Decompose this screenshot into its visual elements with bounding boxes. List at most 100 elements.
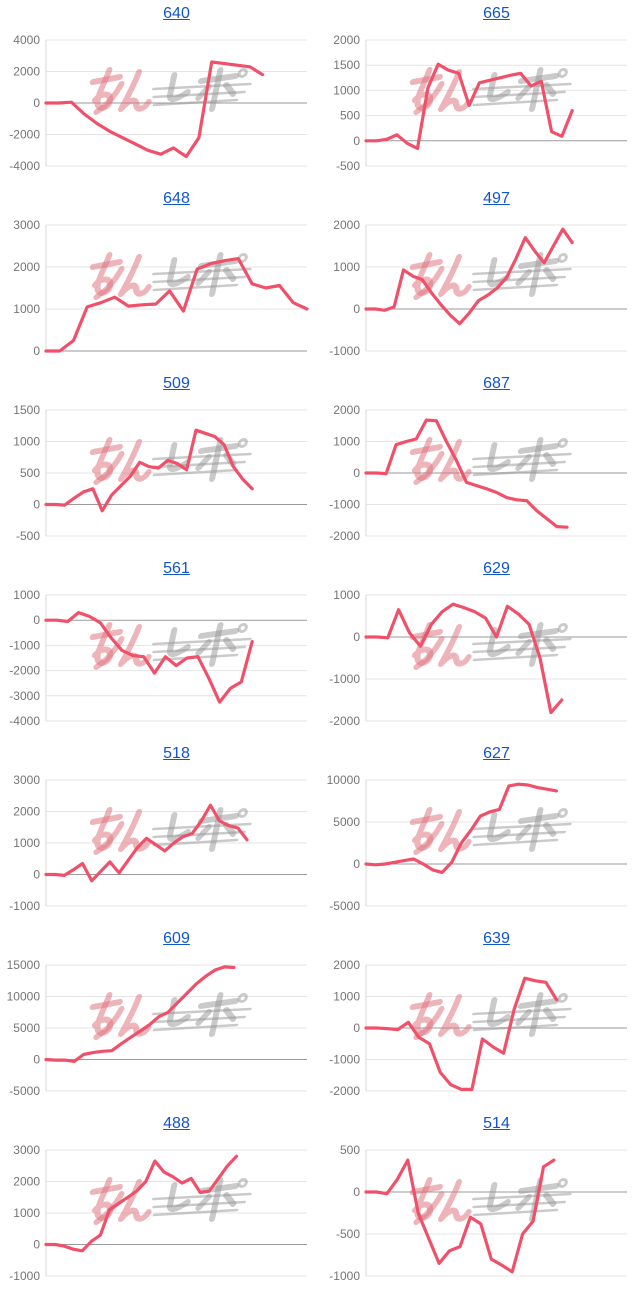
chart-title-row: 518 bbox=[0, 740, 320, 767]
y-tick-label: 0 bbox=[353, 1185, 360, 1199]
chart-title-link[interactable]: 561 bbox=[163, 559, 190, 577]
watermark-minrepo-logo bbox=[409, 807, 572, 855]
y-tick-label: 2000 bbox=[333, 218, 360, 232]
chart-cell: 561 1000 0 -1000 -2000 -3000 -4000 bbox=[0, 555, 320, 740]
chart-cell: 514 500 0 -500 -1000 bbox=[320, 1110, 640, 1295]
y-tick-label: 1000 bbox=[13, 435, 40, 449]
watermark-handakuten bbox=[557, 1178, 568, 1188]
data-line bbox=[44, 428, 254, 513]
y-tick-label: 1000 bbox=[13, 588, 40, 602]
watermark-handakuten bbox=[237, 993, 248, 1003]
y-tick-label: 3000 bbox=[13, 773, 40, 787]
data-line bbox=[44, 965, 236, 1064]
y-tick-label: 0 bbox=[353, 630, 360, 644]
chart-cell: 509 1500 1000 500 0 -500 bbox=[0, 370, 320, 555]
data-line bbox=[364, 976, 559, 1091]
y-tick-label: 1000 bbox=[333, 83, 360, 97]
y-tick-label: 500 bbox=[340, 109, 360, 123]
chart-title-link[interactable]: 514 bbox=[483, 1114, 510, 1132]
chart-title-link[interactable]: 687 bbox=[483, 374, 510, 392]
chart-title-link[interactable]: 518 bbox=[163, 744, 190, 762]
chart-title-link[interactable]: 627 bbox=[483, 744, 510, 762]
data-line bbox=[364, 62, 574, 151]
y-tick-label: 0 bbox=[353, 134, 360, 148]
chart-title-row: 514 bbox=[320, 1110, 640, 1137]
y-tick-label: -5000 bbox=[329, 899, 360, 913]
chart-title-row: 687 bbox=[320, 370, 640, 397]
watermark-minrepo-logo bbox=[409, 622, 572, 670]
chart-cell: 639 2000 1000 0 -1000 -2000 bbox=[320, 925, 640, 1110]
y-tick-label: 1000 bbox=[13, 1206, 40, 1220]
watermark-pink-glyphs bbox=[409, 622, 472, 670]
y-tick-label: -1000 bbox=[329, 344, 360, 358]
y-tick-label: 1000 bbox=[333, 260, 360, 274]
chart-title-row: 648 bbox=[0, 185, 320, 212]
y-tick-label: 0 bbox=[353, 1021, 360, 1035]
watermark-handakuten bbox=[557, 623, 568, 633]
data-line bbox=[44, 60, 265, 159]
chart-title-link[interactable]: 609 bbox=[163, 929, 190, 947]
line-chart: 2000 1000 0 -1000 -2000 bbox=[329, 958, 627, 1098]
chart-title-link[interactable]: 648 bbox=[163, 189, 190, 207]
y-tick-label: 1000 bbox=[333, 588, 360, 602]
watermark-handakuten bbox=[557, 253, 568, 263]
chart-cell: 640 4000 2000 0 -2000 -4000 bbox=[0, 0, 320, 185]
chart-cell: 629 1000 0 -1000 -2000 bbox=[320, 555, 640, 740]
data-line bbox=[364, 418, 569, 529]
line-chart: 2000 1000 0 -1000 bbox=[329, 218, 627, 358]
chart-cell: 497 2000 1000 0 -1000 bbox=[320, 185, 640, 370]
chart-title-row: 665 bbox=[320, 0, 640, 27]
y-tick-label: 3000 bbox=[13, 218, 40, 232]
y-tick-label: 1000 bbox=[333, 435, 360, 449]
watermark-handakuten bbox=[237, 1178, 248, 1188]
data-line bbox=[364, 782, 559, 875]
y-tick-label: 10000 bbox=[7, 990, 41, 1004]
chart-cell: 648 3000 2000 1000 0 bbox=[0, 185, 320, 370]
data-line bbox=[44, 1154, 239, 1253]
data-line bbox=[44, 803, 249, 883]
y-tick-label: 0 bbox=[33, 498, 40, 512]
y-tick-label: 2000 bbox=[333, 958, 360, 972]
y-tick-label: -500 bbox=[336, 159, 360, 173]
y-tick-label: 0 bbox=[33, 868, 40, 882]
chart-title-link[interactable]: 665 bbox=[483, 4, 510, 22]
chart-cell: 665 2000 1500 1000 500 0 -500 bbox=[320, 0, 640, 185]
watermark-pink-glyphs bbox=[89, 807, 152, 855]
y-tick-label: 10000 bbox=[327, 773, 361, 787]
y-tick-label: 5000 bbox=[333, 815, 360, 829]
y-tick-label: 0 bbox=[33, 1053, 40, 1067]
watermark-minrepo-logo bbox=[89, 67, 252, 115]
watermark-pink-glyphs bbox=[89, 437, 152, 485]
chart-title-link[interactable]: 629 bbox=[483, 559, 510, 577]
y-tick-label: -2000 bbox=[329, 529, 360, 543]
watermark-gray-glyphs bbox=[166, 67, 240, 112]
y-tick-label: -1000 bbox=[329, 672, 360, 686]
line-chart: 15000 10000 5000 0 -5000 bbox=[7, 958, 307, 1098]
chart-cell: 687 2000 1000 0 -1000 -2000 bbox=[320, 370, 640, 555]
y-tick-label: 1500 bbox=[333, 58, 360, 72]
chart-title-link[interactable]: 488 bbox=[163, 1114, 190, 1132]
watermark-handakuten bbox=[237, 808, 248, 818]
y-tick-label: 4000 bbox=[13, 33, 40, 47]
y-tick-label: 0 bbox=[353, 857, 360, 871]
data-line bbox=[364, 602, 564, 715]
watermark-minrepo-logo bbox=[409, 437, 572, 485]
chart-title-link[interactable]: 640 bbox=[163, 4, 190, 22]
watermark-gray-glyphs bbox=[166, 807, 240, 852]
y-tick-label: -1000 bbox=[329, 1269, 360, 1283]
chart-title-link[interactable]: 497 bbox=[483, 189, 510, 207]
y-tick-label: -500 bbox=[336, 1227, 360, 1241]
chart-title-link[interactable]: 639 bbox=[483, 929, 510, 947]
watermark-gray-glyphs bbox=[486, 437, 560, 482]
watermark-gray-glyphs bbox=[166, 992, 240, 1037]
y-tick-label: -3000 bbox=[9, 689, 40, 703]
y-tick-label: 5000 bbox=[13, 1021, 40, 1035]
y-tick-label: 1000 bbox=[13, 836, 40, 850]
chart-title-link[interactable]: 509 bbox=[163, 374, 190, 392]
y-tick-label: 2000 bbox=[13, 805, 40, 819]
chart-cell: 609 15000 10000 5000 0 -5000 bbox=[0, 925, 320, 1110]
watermark-gray-glyphs bbox=[486, 807, 560, 852]
y-tick-label: -4000 bbox=[9, 159, 40, 173]
y-tick-label: 15000 bbox=[7, 958, 41, 972]
